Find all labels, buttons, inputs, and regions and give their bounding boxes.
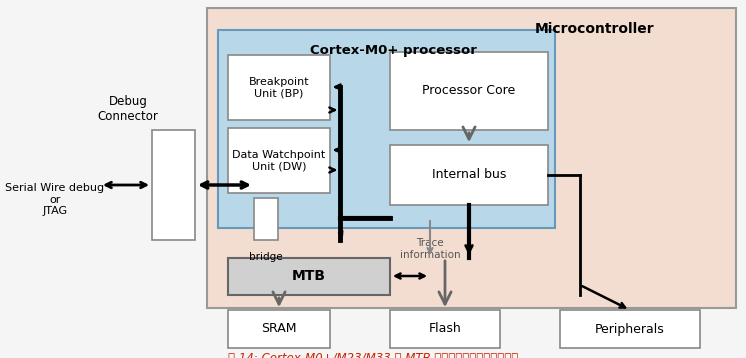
Text: SRAM: SRAM <box>261 323 297 335</box>
Text: Trace
information: Trace information <box>400 238 460 260</box>
Text: Data Watchpoint
Unit (DW): Data Watchpoint Unit (DW) <box>232 150 325 171</box>
Bar <box>390 145 548 205</box>
Text: Debug: Debug <box>109 95 148 108</box>
Text: 图 14: Cortex-M0+/M23/M33 的 MTB 提供了低成本指令跟踪方案: 图 14: Cortex-M0+/M23/M33 的 MTB 提供了低成本指令跟… <box>228 352 518 358</box>
Bar <box>228 55 330 120</box>
Bar <box>152 130 195 240</box>
Text: Connector: Connector <box>98 110 158 123</box>
Bar <box>390 52 548 130</box>
Text: Cortex-M0+ processor: Cortex-M0+ processor <box>310 44 477 57</box>
Text: Microcontroller: Microcontroller <box>535 22 655 36</box>
Text: Breakpoint
Unit (BP): Breakpoint Unit (BP) <box>248 77 310 98</box>
Text: bridge: bridge <box>249 252 283 262</box>
Text: Flash: Flash <box>429 323 461 335</box>
Text: MTB: MTB <box>292 270 326 284</box>
Text: Serial Wire debug
or
JTAG: Serial Wire debug or JTAG <box>5 183 104 216</box>
Bar <box>228 258 390 295</box>
Text: Peripherals: Peripherals <box>595 323 665 335</box>
Bar <box>390 310 500 348</box>
Text: Internal bus: Internal bus <box>432 169 507 182</box>
Text: Processor Core: Processor Core <box>422 84 515 97</box>
Bar <box>207 8 736 308</box>
Bar <box>254 198 278 240</box>
Bar <box>560 310 700 348</box>
Bar <box>228 310 330 348</box>
Bar <box>228 128 330 193</box>
Bar <box>218 30 555 228</box>
